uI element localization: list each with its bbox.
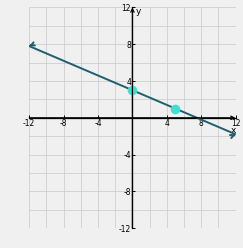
Point: [130, 88, 134, 92]
Text: y: y: [136, 6, 141, 16]
Point: [174, 107, 177, 111]
Text: x: x: [230, 126, 236, 135]
